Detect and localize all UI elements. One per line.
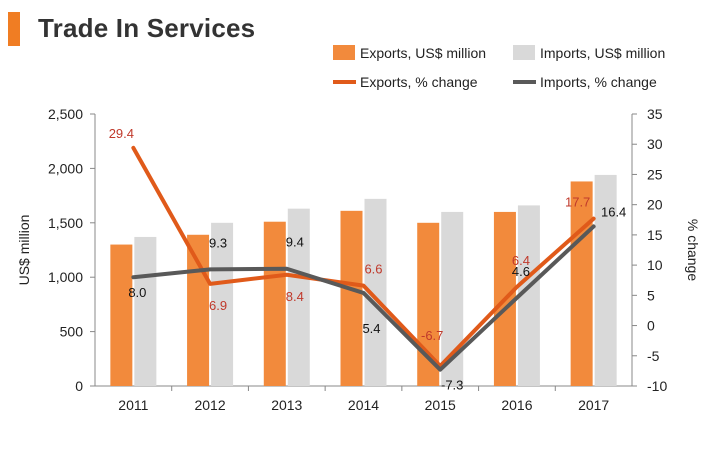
x-tick-label: 2014 — [348, 397, 379, 413]
bars — [110, 174, 617, 386]
data-label-imports-change: -7.3 — [441, 378, 463, 393]
y2-tick-label: 5 — [647, 287, 655, 303]
data-label-imports-change: 8.0 — [128, 285, 146, 300]
y2-axis-title: % change — [685, 219, 701, 281]
line-exports-change — [131, 145, 596, 369]
y-axis-title: US$ million — [16, 215, 32, 286]
y-tick-label: 2,500 — [48, 106, 83, 122]
data-label-exports-change: 6.9 — [209, 298, 227, 313]
data-label-exports-change: 6.6 — [364, 262, 382, 277]
bar-imports — [517, 205, 540, 386]
data-label-imports-change: 4.6 — [512, 264, 530, 279]
bar-imports — [594, 174, 617, 386]
data-label-exports-change: 17.7 — [565, 195, 590, 210]
bar-exports — [110, 244, 133, 386]
data-labels: 29.4 6.9 8.4 6.6 -6.7 6.4 17.7 8.0 9.3 9.4 5.4 -7.3… — [109, 126, 627, 393]
legend: Exports, US$ million Imports, US$ millio… — [333, 45, 665, 90]
y2-tick-label: 25 — [647, 166, 663, 182]
data-label-imports-change: 9.4 — [286, 235, 304, 250]
bar-imports — [211, 222, 234, 386]
x-tick-label: 2011 — [118, 397, 148, 413]
y2-tick-label: 35 — [647, 106, 663, 122]
data-label-imports-change: 9.3 — [209, 235, 227, 250]
data-label-exports-change: -6.7 — [421, 328, 443, 343]
line-imports-change — [131, 224, 596, 372]
legend-label-exports-line: Exports, % change — [360, 74, 478, 90]
data-label-imports-change: 5.4 — [362, 321, 380, 336]
y-tick-label: 2,000 — [48, 160, 83, 176]
y2-tick-label: 30 — [647, 136, 663, 152]
bar-exports — [263, 221, 286, 386]
y-tick-label: 0 — [75, 378, 83, 394]
x-tick-label: 2017 — [578, 397, 609, 413]
data-label-exports-change: 8.4 — [286, 289, 304, 304]
x-tick-label: 2016 — [501, 397, 532, 413]
bar-imports — [441, 211, 464, 386]
title-accent-bar — [8, 12, 20, 46]
bar-imports — [364, 198, 387, 386]
chart-title: Trade In Services — [38, 13, 256, 43]
y2-tick-label: 20 — [647, 197, 663, 213]
y-tick-label: 1,000 — [48, 269, 83, 285]
data-label-exports-change: 29.4 — [109, 126, 134, 141]
data-label-imports-change: 16.4 — [601, 204, 626, 219]
y2-tick-label: 10 — [647, 257, 663, 273]
bar-imports — [287, 208, 310, 386]
bar-exports — [570, 181, 593, 386]
legend-label-imports-line: Imports, % change — [540, 74, 657, 90]
axes: 0 500 1,000 1,500 2,000 2,500 -10 -5 0 5 10 15 20 25 3… — [16, 106, 701, 413]
x-tick-label: 2015 — [425, 397, 456, 413]
y-tick-label: 1,500 — [48, 215, 83, 231]
bar-imports — [134, 236, 157, 386]
legend-swatch-exports-bar — [333, 45, 355, 60]
bar-exports — [187, 234, 210, 386]
x-tick-label: 2013 — [271, 397, 302, 413]
legend-swatch-imports-bar — [513, 45, 535, 60]
legend-label-imports-bar: Imports, US$ million — [540, 45, 665, 61]
bar-exports — [340, 210, 363, 386]
y2-tick-label: -10 — [647, 378, 667, 394]
legend-label-exports-bar: Exports, US$ million — [360, 45, 486, 61]
data-label-exports-change: 6.4 — [512, 253, 530, 268]
y2-tick-label: 0 — [647, 318, 655, 334]
y-tick-label: 500 — [60, 324, 84, 340]
lines — [131, 145, 596, 372]
x-tick-label: 2012 — [194, 397, 225, 413]
y2-tick-label: -5 — [647, 348, 660, 364]
y2-tick-label: 15 — [647, 227, 663, 243]
